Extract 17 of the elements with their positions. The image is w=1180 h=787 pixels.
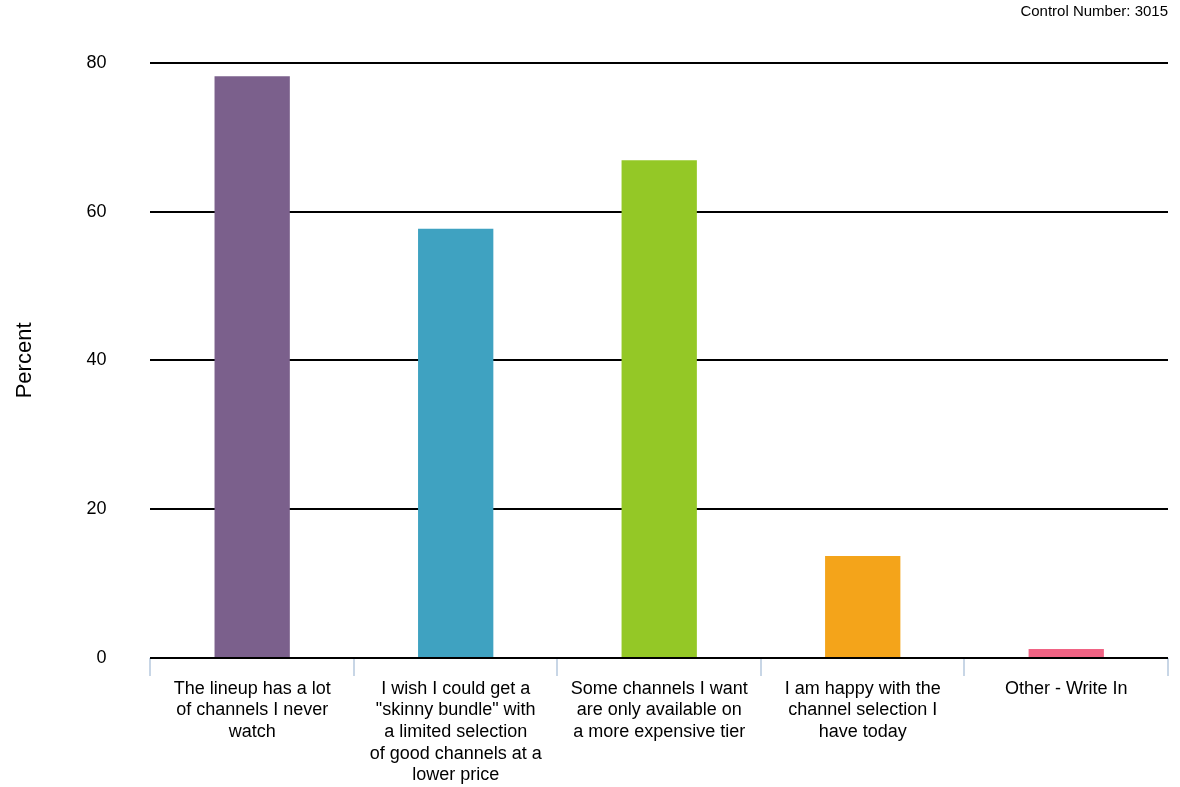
x-tick-label: The lineup has a lot of channels I never watch xyxy=(173,677,331,741)
y-tick-label: 20 xyxy=(86,498,107,519)
x-tick-label: Other - Write In xyxy=(1004,677,1128,698)
text: Control Number: 3015 xyxy=(1020,2,1168,19)
bar xyxy=(1028,649,1104,657)
bar xyxy=(825,556,901,657)
y-tick-label: 80 xyxy=(86,51,107,72)
x-tick-label: I wish I could get a "skinny bundle" with a limited selection of good channels at a lower price xyxy=(369,677,543,785)
bar xyxy=(418,228,494,657)
y-tick-label: 60 xyxy=(86,200,107,221)
bar xyxy=(214,76,290,657)
y-tick-label: 0 xyxy=(96,646,107,667)
x-tick-label: I am happy with the channel selection I have today xyxy=(784,677,941,741)
y-tick-label: 40 xyxy=(86,349,107,370)
x-tick-label: Some channels I want are only available on a more expensive tier xyxy=(570,677,748,741)
bar xyxy=(621,160,697,657)
y-axis-title: Percent xyxy=(11,322,37,399)
